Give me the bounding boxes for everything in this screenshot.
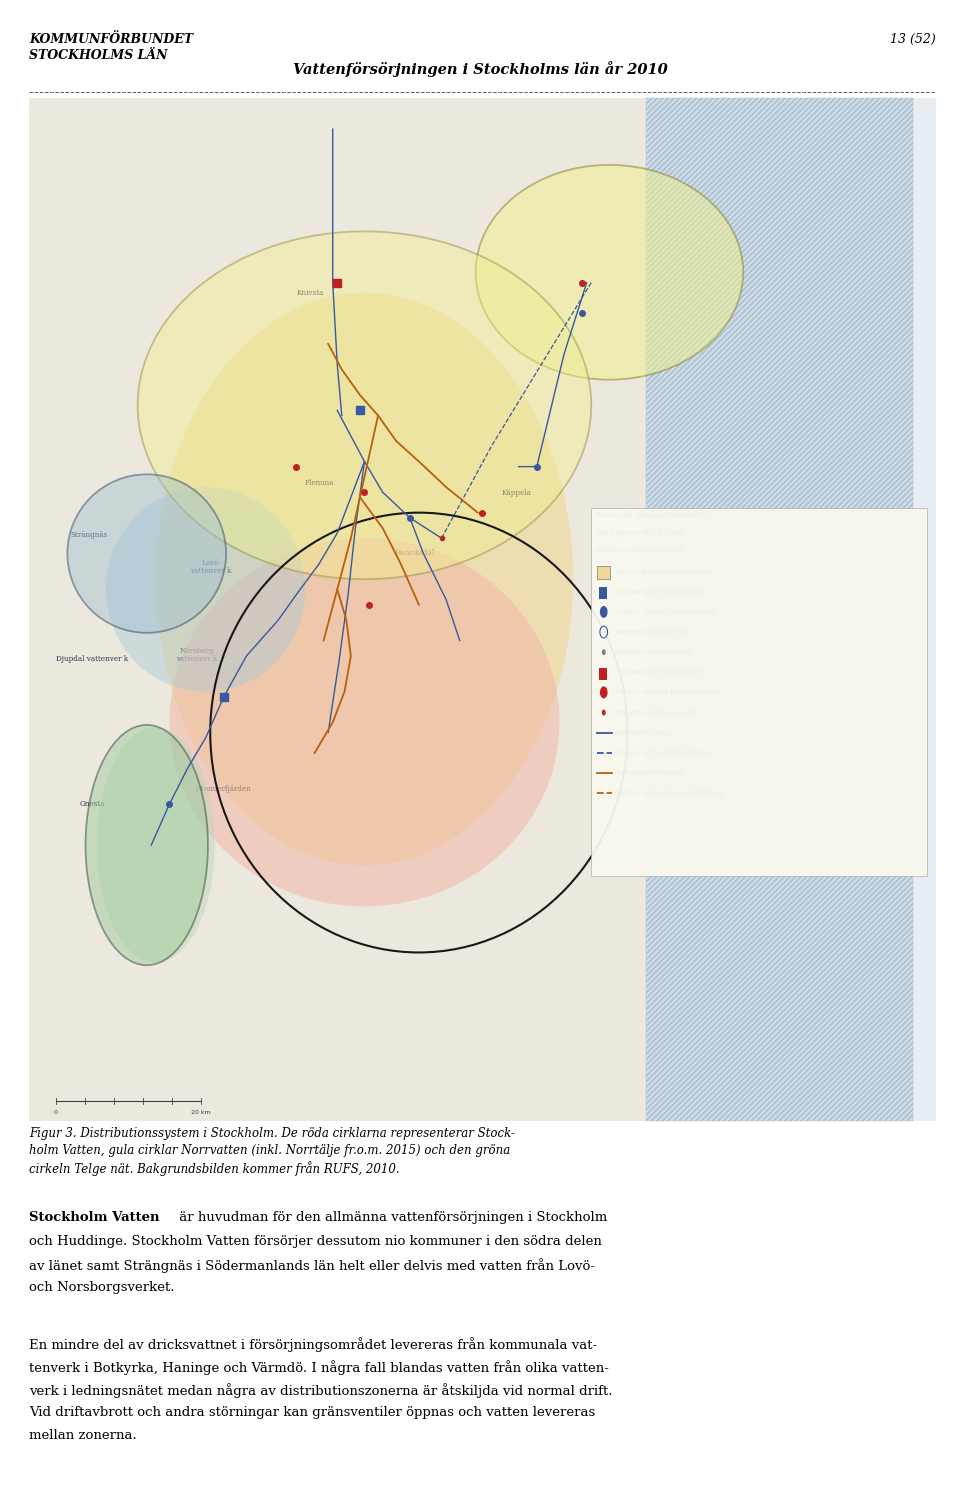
Circle shape bbox=[602, 649, 606, 655]
Text: med generellt dåliga: med generellt dåliga bbox=[596, 528, 684, 537]
Text: Planerad avloppssledning: Planerad avloppssledning bbox=[614, 789, 723, 798]
Circle shape bbox=[600, 605, 608, 617]
Text: Henriksdal: Henriksdal bbox=[395, 549, 435, 556]
Text: Mindre reningsverk: Mindre reningsverk bbox=[614, 708, 699, 717]
Text: 0: 0 bbox=[54, 1109, 58, 1115]
Text: Norsberg
vattenver k: Norsberg vattenver k bbox=[176, 647, 217, 663]
Text: KOMMUNFÖRBUNDET: KOMMUNFÖRBUNDET bbox=[29, 33, 193, 46]
Text: dricksvattenresurser: dricksvattenresurser bbox=[596, 546, 684, 555]
Text: är huvudman för den allmänna vattenförsörjningen i Stockholm: är huvudman för den allmänna vattenförsö… bbox=[175, 1211, 607, 1224]
Text: Avloppssledning: Avloppssledning bbox=[614, 769, 684, 777]
Text: Himmerfjärden: Himmerfjärden bbox=[196, 784, 252, 793]
Text: och Norsborgsverket.: och Norsborgsverket. bbox=[29, 1281, 175, 1294]
Text: Gnesta: Gnesta bbox=[80, 801, 105, 808]
Ellipse shape bbox=[169, 538, 560, 907]
Text: Mindre vattenverk: Mindre vattenverk bbox=[614, 649, 693, 656]
Circle shape bbox=[602, 710, 606, 716]
Text: Vattenledning: Vattenledning bbox=[614, 729, 673, 737]
Text: 13 (52): 13 (52) bbox=[890, 33, 936, 46]
Ellipse shape bbox=[67, 474, 227, 632]
Text: mellan zonerna.: mellan zonerna. bbox=[29, 1428, 136, 1442]
Text: verk i ledningsnätet medan några av distributionszonerna är åtskiljda vid normal: verk i ledningsnätet medan några av dist… bbox=[29, 1384, 612, 1397]
Text: Större lokalt vattenverk: Större lokalt vattenverk bbox=[614, 608, 716, 616]
Text: Käppela: Käppela bbox=[502, 489, 532, 497]
Text: 20 km: 20 km bbox=[191, 1109, 211, 1115]
Text: Regionalt vattenverk: Regionalt vattenverk bbox=[614, 587, 703, 596]
Text: Lovö
vattenver k: Lovö vattenver k bbox=[189, 559, 231, 576]
Ellipse shape bbox=[106, 488, 305, 692]
Text: Reservvattenverk: Reservvattenverk bbox=[614, 628, 688, 637]
Text: Flemma: Flemma bbox=[304, 479, 334, 488]
Ellipse shape bbox=[97, 728, 215, 963]
Bar bbox=[597, 565, 611, 579]
Bar bbox=[599, 587, 607, 599]
Ellipse shape bbox=[475, 166, 743, 380]
Text: Knivsta: Knivsta bbox=[297, 289, 324, 297]
Bar bbox=[646, 98, 913, 1121]
Text: och Huddinge. Stockholm Vatten försörjer dessutom nio kommuner i den södra delen: och Huddinge. Stockholm Vatten försörjer… bbox=[29, 1235, 602, 1248]
Text: holm Vatten, gula cirklar Norrvatten (inkl. Norrtälje fr.o.m. 2015) och den grön: holm Vatten, gula cirklar Norrvatten (in… bbox=[29, 1145, 510, 1157]
Text: cirkeln Telge nät. Bakgrundsbilden kommer från RUFS, 2010.: cirkeln Telge nät. Bakgrundsbilden komme… bbox=[29, 1161, 399, 1176]
Ellipse shape bbox=[85, 725, 208, 965]
Ellipse shape bbox=[156, 292, 573, 866]
Text: Vattenförsörjningen i Stockholms län år 2010: Vattenförsörjningen i Stockholms län år … bbox=[293, 61, 667, 78]
Ellipse shape bbox=[137, 231, 591, 579]
Text: VA-verksamhetsområde: VA-verksamhetsområde bbox=[614, 568, 714, 576]
Text: Större lokalt reningsverk: Större lokalt reningsverk bbox=[614, 689, 721, 696]
Text: tenverk i Botkyrka, Haninge och Värmdö. I några fall blandas vatten från olika v: tenverk i Botkyrka, Haninge och Värmdö. … bbox=[29, 1360, 609, 1375]
Text: av länet samt Strängnäs i Södermanlands län helt eller delvis med vatten från Lo: av länet samt Strängnäs i Södermanlands … bbox=[29, 1258, 595, 1272]
Text: STOCKHOLMS LÄN: STOCKHOLMS LÄN bbox=[29, 49, 167, 63]
Circle shape bbox=[600, 686, 608, 698]
Text: Planerad vattenledning: Planerad vattenledning bbox=[614, 748, 713, 757]
Bar bbox=[599, 668, 607, 680]
Text: Figur 3. Distributionssystem i Stockholm. De röda cirklarna representerar Stock-: Figur 3. Distributionssystem i Stockholm… bbox=[29, 1127, 515, 1141]
Text: Djupdal vattenver k: Djupdal vattenver k bbox=[57, 655, 129, 663]
Text: Strängnäs: Strängnäs bbox=[70, 531, 108, 540]
Text: Regionalt reningsverk: Regionalt reningsverk bbox=[614, 668, 708, 677]
Bar bbox=[29, 98, 660, 1121]
Text: En mindre del av dricksvattnet i försörjningsområdet levereras från kommunala va: En mindre del av dricksvattnet i försörj… bbox=[29, 1336, 597, 1351]
Text: Stockholm Vatten: Stockholm Vatten bbox=[29, 1211, 159, 1224]
Text: Vid driftavbrott och andra störningar kan gränsventiler öppnas och vatten levere: Vid driftavbrott och andra störningar ka… bbox=[29, 1406, 595, 1419]
Bar bbox=[591, 507, 927, 875]
Bar bbox=[29, 98, 936, 1121]
Text: Kust och skärgårdsområde: Kust och skärgårdsområde bbox=[596, 510, 709, 519]
